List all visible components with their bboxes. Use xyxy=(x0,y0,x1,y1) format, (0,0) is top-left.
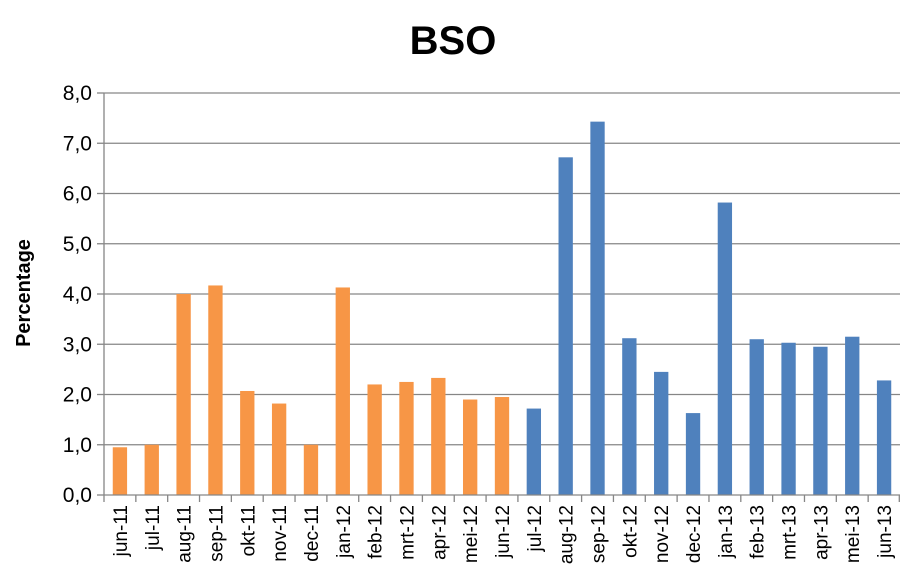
bar-apr-12 xyxy=(431,377,446,495)
y-tick-label: 8,0 xyxy=(63,82,92,105)
x-tick-label-dec-12: dec-12 xyxy=(684,505,705,563)
bar-nov-12 xyxy=(654,371,669,495)
x-tick-label-mrt-12: mrt-12 xyxy=(397,505,418,560)
x-tick-label-jun-12: jun-12 xyxy=(493,505,514,559)
bar-apr-13 xyxy=(813,346,828,495)
bars xyxy=(112,121,892,496)
bar-sep-12 xyxy=(590,121,605,495)
y-tick-label: 2,0 xyxy=(63,384,92,407)
bar-okt-12 xyxy=(622,338,637,495)
x-tick-label-nov-12: nov-12 xyxy=(652,505,673,563)
x-tick-label-jun-13: jun-13 xyxy=(875,505,896,559)
bar-aug-12 xyxy=(558,157,573,495)
x-tick-label-apr-12: apr-12 xyxy=(429,505,450,560)
bar-mrt-12 xyxy=(399,381,414,495)
x-tick-label-sep-12: sep-12 xyxy=(589,505,610,563)
bar-aug-11 xyxy=(176,294,191,495)
bar-jul-11 xyxy=(144,444,159,495)
x-tick-label-okt-11: okt-11 xyxy=(238,505,259,556)
axes xyxy=(103,93,900,502)
y-tick-label: 4,0 xyxy=(63,283,92,306)
bar-dec-12 xyxy=(685,413,701,495)
bar-mei-13 xyxy=(845,336,860,495)
x-tick-label-aug-12: aug-12 xyxy=(557,505,578,564)
gridlines xyxy=(97,92,900,496)
bar-jun-12 xyxy=(494,397,510,495)
x-tick-label-dec-11: dec-11 xyxy=(302,505,323,562)
x-tick-label-jul-12: jul-12 xyxy=(525,505,546,552)
y-tick-label: 6,0 xyxy=(63,183,92,206)
bar-feb-12 xyxy=(367,384,382,495)
y-tick-label: 3,0 xyxy=(63,333,92,356)
bar-mrt-13 xyxy=(781,342,796,495)
y-tick-label: 0,0 xyxy=(63,484,92,507)
x-tick-label-feb-13: feb-13 xyxy=(748,505,769,559)
x-tick-label-mei-13: mei-13 xyxy=(843,505,864,563)
x-tick-label-aug-11: aug-11 xyxy=(175,505,196,563)
bar-jun-11 xyxy=(112,447,128,495)
y-axis-label: Percentage xyxy=(13,239,35,347)
bar-okt-11 xyxy=(240,390,255,495)
bar-jul-12 xyxy=(526,408,542,495)
x-tick-label-okt-12: okt-12 xyxy=(620,505,641,558)
bar-feb-13 xyxy=(749,339,764,495)
chart-title: BSO xyxy=(410,19,497,63)
bar-jan-13 xyxy=(717,202,733,496)
x-tick-label-apr-13: apr-13 xyxy=(811,505,832,560)
x-tick-labels: jun-11 jul-11 aug-11 sep-11 okt-11 nov-11 dec-… xyxy=(111,505,896,564)
x-tick-label-jun-11: jun-11 xyxy=(111,505,132,557)
x-tick-label-jul-11: jul-11 xyxy=(143,505,164,551)
y-tick-label: 1,0 xyxy=(63,434,92,457)
x-tick-label-nov-11: nov-11 xyxy=(270,505,291,562)
x-tick-label-jan-13: jan-13 xyxy=(716,505,737,559)
x-tick-label-feb-12: feb-12 xyxy=(366,505,387,559)
x-tick-label-sep-11: sep-11 xyxy=(206,505,227,562)
x-tick-label-mrt-13: mrt-13 xyxy=(780,505,801,560)
y-tick-labels: 0,0 1,0 2,0 3,0 4,0 5,0 6,0 7,0 8,0 xyxy=(63,82,92,507)
bar-dec-11 xyxy=(303,444,319,495)
bar-nov-11 xyxy=(271,403,287,495)
bar-mei-12 xyxy=(462,399,478,495)
x-tick-label-mei-12: mei-12 xyxy=(461,505,482,563)
x-tick-label-jan-12: jan-12 xyxy=(334,505,355,559)
y-tick-label: 5,0 xyxy=(63,233,92,256)
bar-sep-11 xyxy=(208,285,223,495)
y-tick-label: 7,0 xyxy=(63,132,92,155)
bar-jan-12 xyxy=(335,287,350,495)
bar-jun-13 xyxy=(876,380,892,495)
